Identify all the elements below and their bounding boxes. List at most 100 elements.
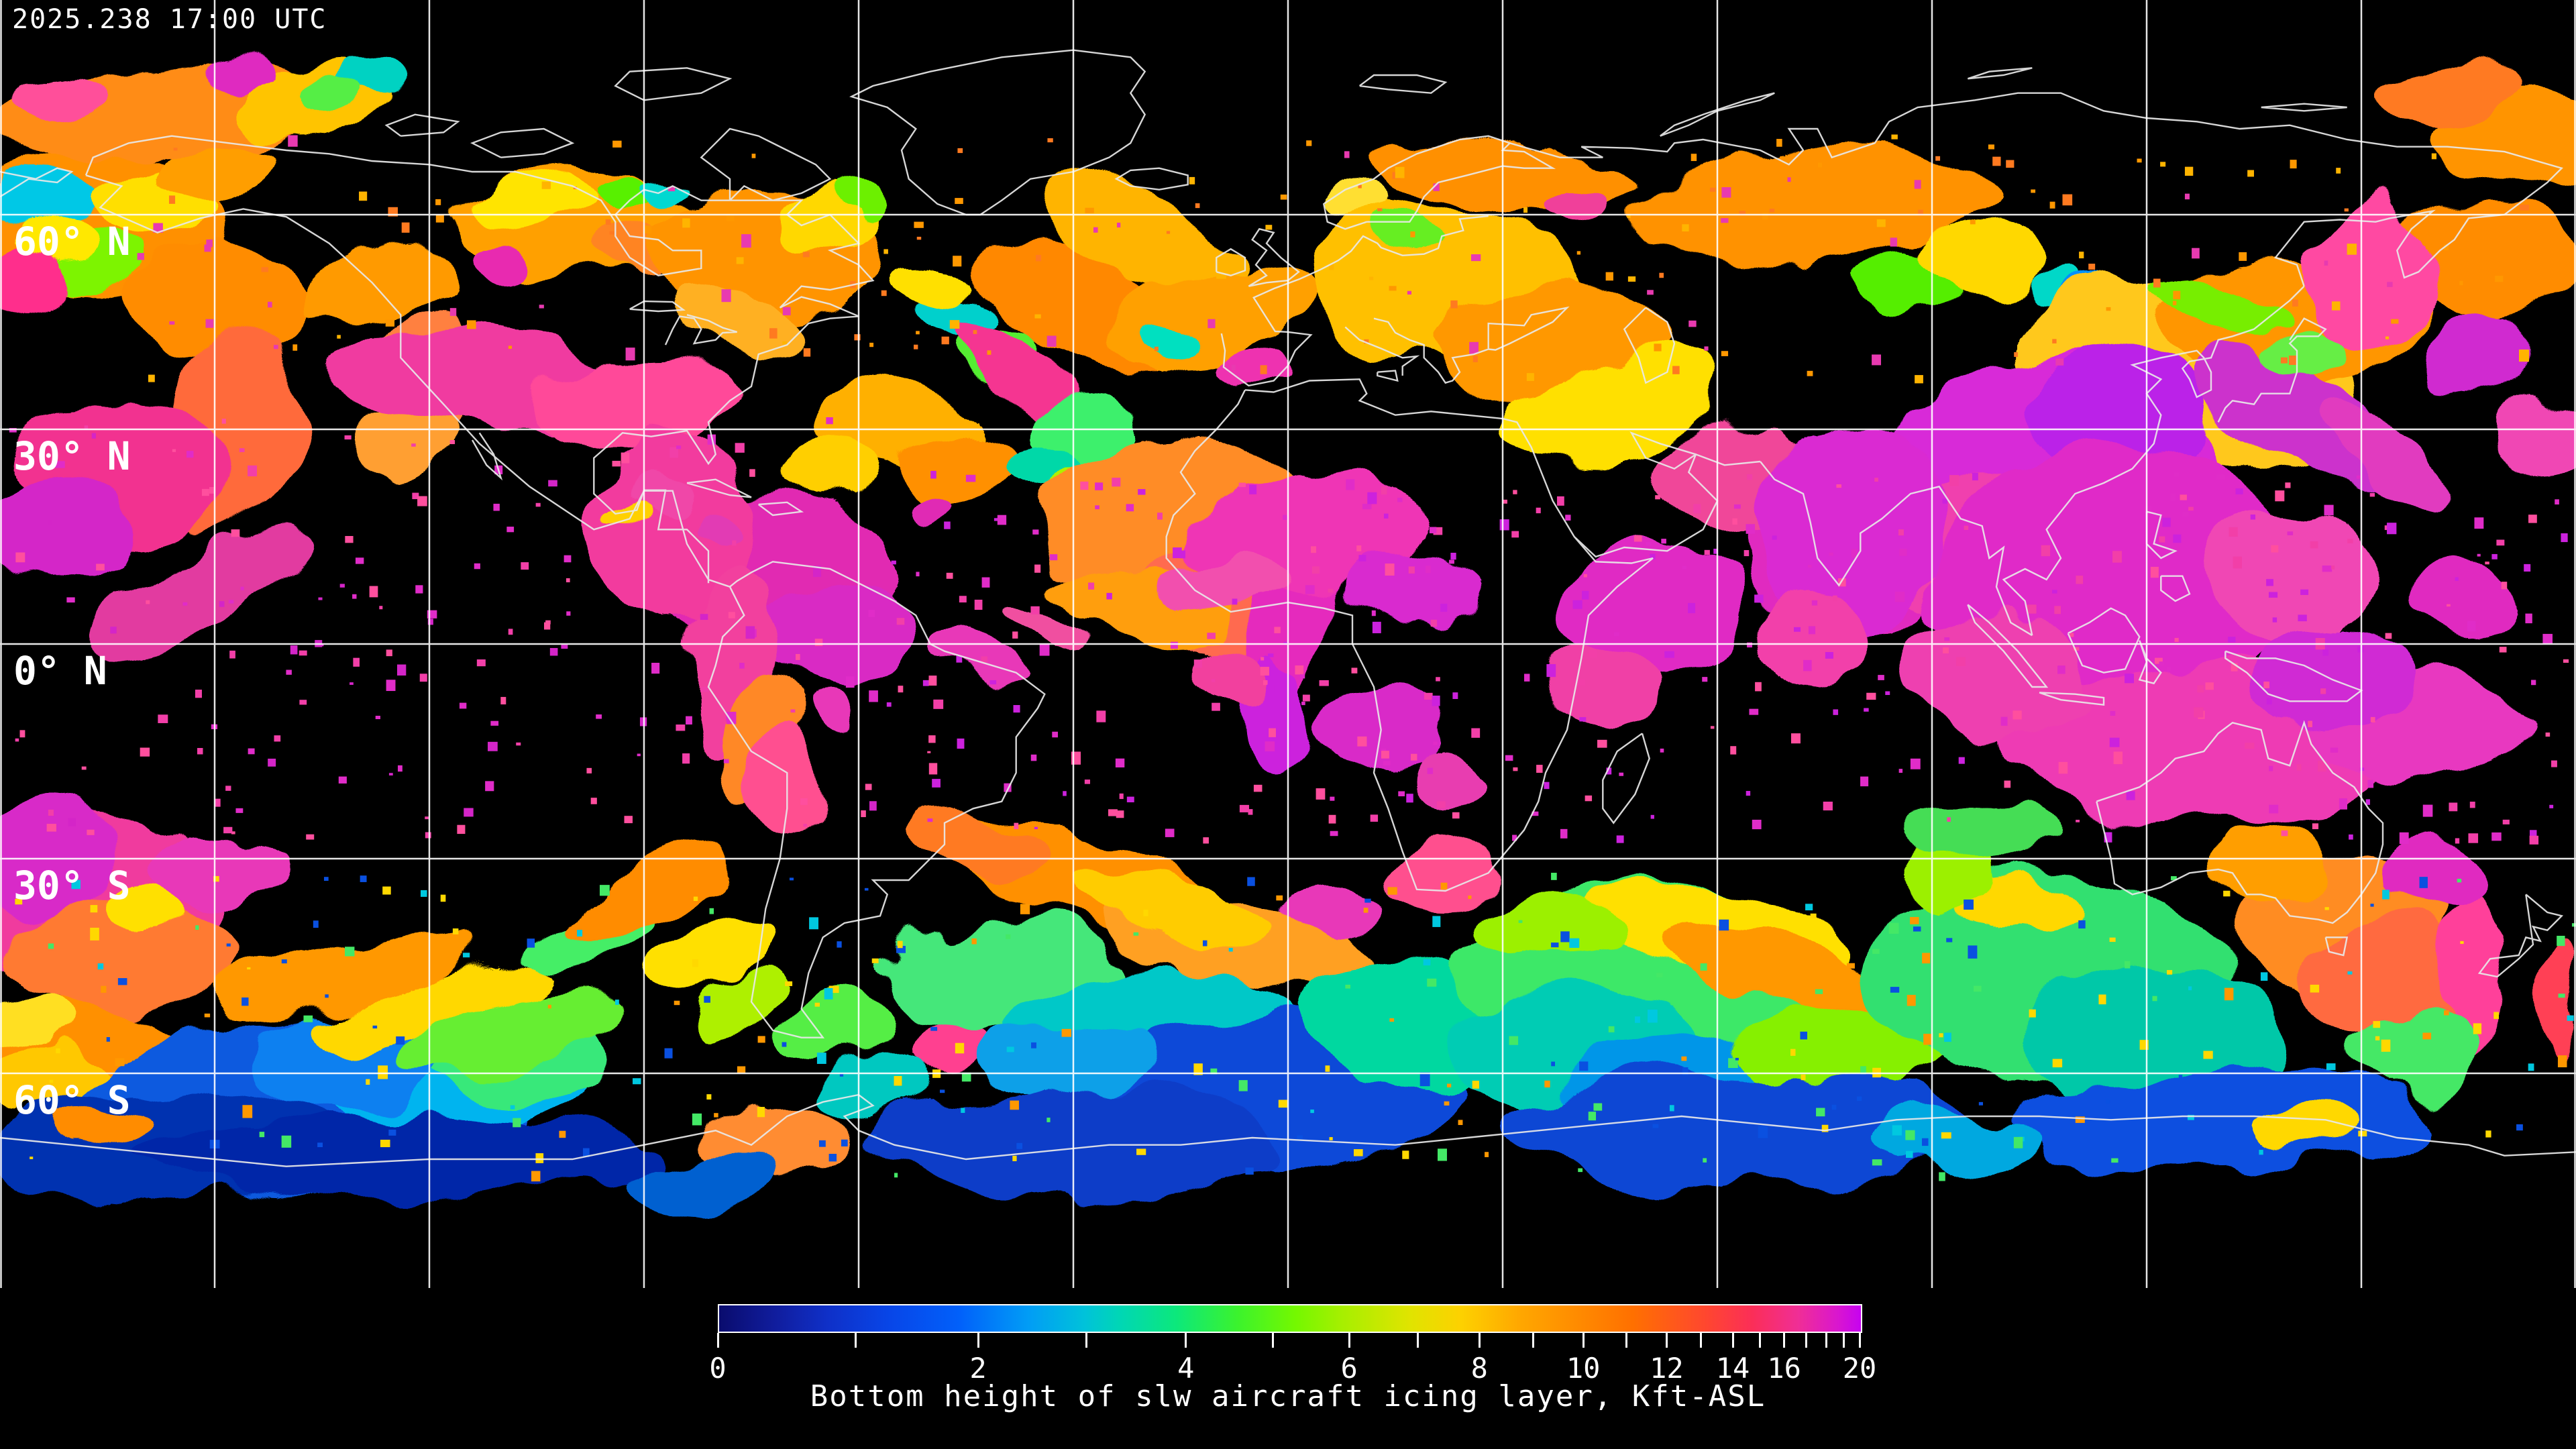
icing-speckle: [71, 879, 80, 890]
icing-region: [0, 1003, 77, 1050]
icing-region: [335, 62, 416, 99]
icing-speckle: [2485, 561, 2489, 565]
icing-region: [405, 1000, 622, 1073]
colorbar-tick-label: 20: [1842, 1352, 1877, 1385]
icing-speckle: [871, 958, 879, 963]
icing-speckle: [2336, 168, 2341, 174]
icing-speckle: [1746, 524, 1756, 534]
icing-speckle: [2247, 170, 2254, 177]
icing-region: [911, 1022, 994, 1078]
icing-speckle: [2041, 545, 2051, 557]
icing-speckle: [493, 503, 500, 511]
icing-speckle: [1921, 1138, 1929, 1146]
icing-speckle: [386, 649, 392, 657]
coastline-path: [0, 49, 2576, 1167]
icing-speckle: [1992, 156, 2001, 166]
icing-speckle: [508, 629, 513, 635]
icing-speckle: [2300, 589, 2309, 595]
icing-region: [2308, 919, 2475, 1033]
icing-speckle: [803, 348, 811, 357]
icing-speckle: [214, 798, 221, 807]
icing-speckle: [914, 344, 918, 350]
icing-speckle: [2549, 804, 2554, 808]
icing-speckle: [506, 527, 515, 533]
icing-speckle: [1800, 1031, 1808, 1040]
icing-speckle: [2545, 732, 2551, 737]
icing-speckle: [2525, 613, 2532, 624]
icing-speckle: [91, 433, 96, 439]
icing-speckle: [1157, 513, 1163, 520]
icing-speckle: [2167, 970, 2173, 975]
icing-speckle: [201, 488, 209, 496]
icing-speckle: [2106, 1099, 2110, 1104]
icing-speckle: [2027, 604, 2037, 614]
icing-speckle: [864, 888, 869, 891]
icing-speckle: [1874, 478, 1878, 482]
icing-speckle: [1890, 237, 1898, 247]
icing-speckle: [2529, 835, 2539, 845]
icing-speckle: [281, 959, 287, 964]
icing-speckle: [386, 680, 396, 692]
icing-speckle: [268, 301, 272, 308]
icing-speckle: [344, 947, 355, 957]
icing-speckle: [1815, 989, 1823, 994]
icing-speckle: [148, 374, 155, 382]
icing-speckle: [1202, 940, 1208, 947]
icing-speckle: [325, 994, 329, 998]
icing-speckle: [1654, 343, 1662, 352]
icing-speckle: [1212, 702, 1220, 711]
icing-speckle: [226, 943, 231, 947]
icing-speckle: [2182, 511, 2188, 517]
icing-speckle: [231, 831, 235, 835]
icing-speckle: [1943, 647, 1949, 654]
icing-speckle: [415, 585, 423, 594]
icing-speckle: [1583, 574, 1587, 578]
icing-speckle: [1357, 736, 1367, 747]
icing-speckle: [1084, 780, 1090, 784]
icing-speckle: [1381, 751, 1389, 759]
icing-speckle: [1913, 926, 1921, 932]
icing-speckle: [2447, 604, 2451, 607]
icing-speckle: [1449, 559, 1454, 564]
icing-region: [2537, 929, 2575, 1057]
icing-speckle: [1381, 486, 1387, 495]
icing-speckle: [1776, 139, 1782, 147]
icing-speckle: [612, 140, 622, 148]
icing-speckle: [1808, 626, 1816, 635]
icing-speckle: [757, 1036, 765, 1043]
icing-speckle: [1154, 346, 1159, 352]
icing-speckle: [2460, 941, 2464, 945]
icing-speckle: [941, 336, 949, 345]
icing-speckle: [1311, 546, 1316, 553]
icing-speckle: [388, 1129, 396, 1136]
icing-speckle: [928, 735, 936, 743]
icing-speckle: [68, 818, 76, 826]
icing-speckle: [1605, 272, 1613, 281]
icing-speckle: [1803, 659, 1812, 672]
icing-speckle: [299, 650, 307, 656]
icing-speckle: [1039, 643, 1050, 656]
icing-speckle: [2058, 761, 2068, 774]
icing-speckle: [2006, 160, 2015, 168]
icing-speckle: [56, 1048, 60, 1054]
icing-speckle: [1652, 1124, 1659, 1128]
colorbar-tick: [1185, 1333, 1187, 1348]
icing-speckle: [195, 690, 202, 698]
icing-speckle: [709, 908, 714, 914]
icing-speckle: [1650, 814, 1654, 819]
icing-speckle: [2076, 820, 2080, 822]
icing-speckle: [2173, 534, 2182, 543]
icing-speckle: [1565, 515, 1571, 521]
icing-region: [653, 912, 763, 1000]
icing-speckle: [1682, 566, 1687, 570]
icing-speckle: [2347, 971, 2353, 975]
icing-speckle: [1944, 637, 1950, 641]
icing-speckle: [1872, 949, 1880, 954]
icing-speckle: [303, 1015, 313, 1022]
icing-speckle: [2474, 517, 2484, 529]
icing-speckle: [228, 600, 234, 604]
icing-speckle: [959, 596, 967, 603]
icing-speckle: [488, 741, 498, 751]
icing-region: [1902, 798, 2063, 865]
icing-speckle: [2054, 606, 2061, 614]
